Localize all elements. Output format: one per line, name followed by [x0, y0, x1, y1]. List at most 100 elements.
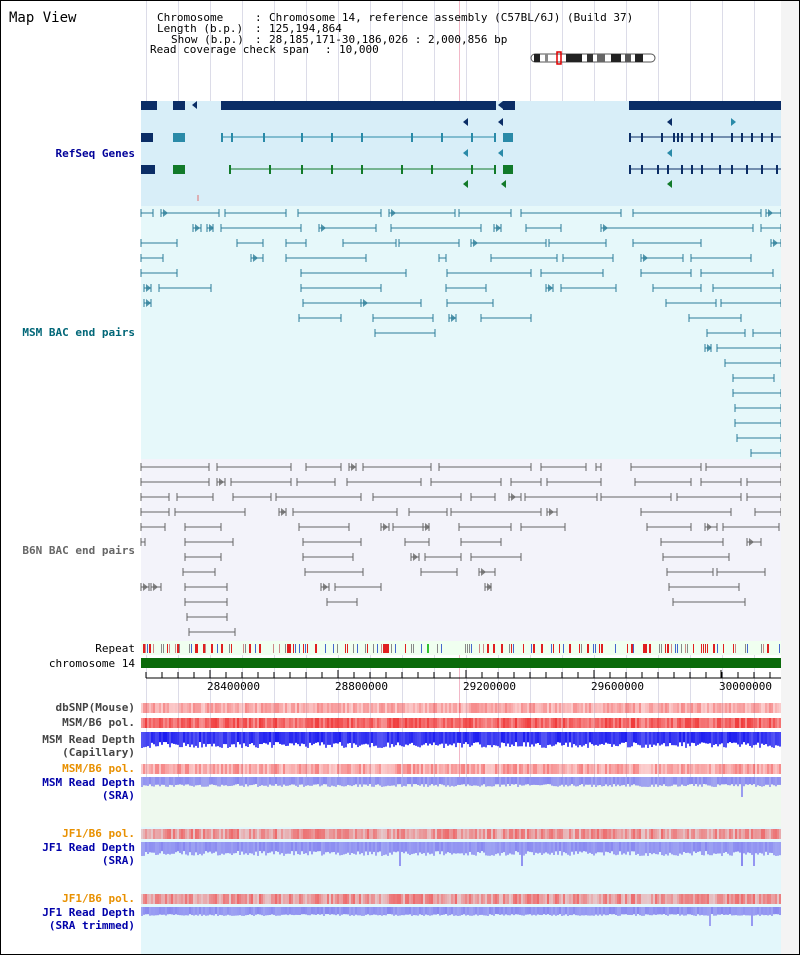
track-label-jf1-b6-pol[interactable]: JF1/B6 pol.	[62, 827, 135, 840]
b6n-bac-pair-arrow	[425, 523, 430, 531]
read-depth-bar	[459, 842, 461, 854]
read-depth-bar	[291, 732, 293, 744]
polymorphism-cell	[591, 703, 593, 713]
track-label-msm-b6-pol-2[interactable]: MSM/B6 pol.	[62, 762, 135, 775]
gene-exon	[701, 133, 703, 142]
polymorphism-cell	[653, 703, 655, 713]
polymorphism-cell	[427, 703, 429, 713]
polymorphism-cell	[185, 703, 187, 713]
read-depth-bar	[551, 842, 553, 853]
polymorphism-cell	[181, 718, 183, 728]
polymorphism-cell	[361, 764, 363, 774]
polymorphism-cell	[495, 764, 497, 774]
polymorphism-cell	[193, 718, 195, 728]
read-depth-bar	[517, 907, 519, 915]
polymorphism-cell	[561, 718, 563, 728]
track-label-refseq[interactable]: RefSeq Genes	[55, 147, 135, 160]
read-depth-bar	[719, 732, 721, 745]
read-depth-bar	[773, 777, 775, 786]
polymorphism-cell	[371, 894, 373, 904]
polymorphism-cell	[287, 703, 289, 713]
read-depth-bar	[449, 842, 451, 853]
gene-exon	[661, 133, 663, 142]
read-depth-bar	[233, 777, 235, 786]
read-depth-bar	[663, 777, 665, 785]
read-depth-bar	[735, 842, 737, 852]
polymorphism-cell	[603, 703, 605, 713]
polymorphism-cell	[399, 764, 401, 774]
polymorphism-cell	[495, 894, 497, 904]
track-label-jf1-depth-sra[interactable]: JF1 Read Depth	[42, 841, 135, 854]
read-depth-bar	[323, 777, 325, 785]
polymorphism-cell	[523, 718, 525, 728]
polymorphism-cell	[415, 764, 417, 774]
track-label-jf1-b6-pol-2[interactable]: JF1/B6 pol.	[62, 892, 135, 905]
read-depth-bar	[381, 842, 383, 856]
polymorphism-cell	[373, 718, 375, 728]
chromosome-ideogram[interactable]	[529, 51, 659, 65]
track-label-jf1-depth-trimmed-sub: (SRA trimmed)	[48, 919, 135, 932]
polymorphism-cell	[331, 829, 333, 839]
polymorphism-cell	[393, 718, 395, 728]
track-label-msm-bac[interactable]: MSM BAC end pairs	[22, 326, 135, 339]
polymorphism-cell	[679, 718, 681, 728]
track-label-msm-depth-sra[interactable]: MSM Read Depth	[42, 776, 135, 789]
read-depth-bar	[711, 907, 713, 915]
polymorphism-cell	[695, 703, 697, 713]
read-depth-bar	[301, 732, 303, 744]
polymorphism-cell	[331, 764, 333, 774]
read-depth-bar	[259, 907, 261, 915]
read-depth-bar	[531, 842, 533, 853]
polymorphism-cell	[497, 703, 499, 713]
polymorphism-cell	[273, 703, 275, 713]
track-label-repeat[interactable]: Repeat	[95, 642, 135, 655]
polymorphism-cell	[769, 829, 771, 839]
gene-exon	[301, 165, 303, 174]
read-depth-bar	[369, 842, 371, 852]
polymorphism-cell	[433, 764, 435, 774]
polymorphism-cell	[559, 894, 561, 904]
polymorphism-cell	[377, 764, 379, 774]
read-depth-bar	[387, 907, 389, 915]
polymorphism-cell	[147, 718, 149, 728]
b6n-bac-pair-arrow	[281, 508, 286, 516]
polymorphism-cell	[711, 703, 713, 713]
read-depth-bar	[753, 907, 755, 916]
polymorphism-cell	[145, 703, 147, 713]
repeat-element	[479, 644, 480, 653]
polymorphism-cell	[229, 718, 231, 728]
read-depth-bar	[165, 842, 167, 855]
track-label-msm-depth-capillary[interactable]: MSM Read Depth	[42, 733, 135, 746]
polymorphism-cell	[255, 764, 257, 774]
polymorphism-cell	[467, 894, 469, 904]
polymorphism-cell	[333, 703, 335, 713]
read-depth-bar	[751, 907, 753, 926]
polymorphism-cell	[209, 894, 211, 904]
read-depth-bar	[203, 777, 205, 787]
polymorphism-cell	[425, 703, 427, 713]
track-label-msm-b6-pol[interactable]: MSM/B6 pol.	[62, 716, 135, 729]
read-depth-bar	[707, 907, 709, 916]
polymorphism-cell	[563, 894, 565, 904]
read-depth-bar	[483, 907, 485, 916]
read-depth-bar	[225, 777, 227, 786]
repeat-element	[627, 644, 628, 653]
polymorphism-cell	[155, 703, 157, 713]
track-label-dbsnp[interactable]: dbSNP(Mouse)	[55, 701, 135, 714]
polymorphism-cell	[765, 764, 767, 774]
polymorphism-cell	[449, 894, 451, 904]
polymorphism-cell	[177, 894, 179, 904]
read-depth-bar	[533, 842, 535, 856]
track-label-chromosome[interactable]: chromosome 14	[48, 657, 135, 670]
track-label-b6n-bac[interactable]: B6N BAC end pairs	[22, 544, 135, 557]
read-depth-bar	[711, 777, 713, 787]
polymorphism-cell	[231, 829, 233, 839]
track-label-jf1-depth-trimmed[interactable]: JF1 Read Depth	[42, 906, 135, 919]
read-depth-bar	[693, 732, 695, 744]
polymorphism-cell	[663, 703, 665, 713]
read-depth-bar	[609, 842, 611, 854]
polymorphism-cell	[719, 718, 721, 728]
polymorphism-cell	[163, 718, 165, 728]
read-depth-bar	[589, 907, 591, 916]
